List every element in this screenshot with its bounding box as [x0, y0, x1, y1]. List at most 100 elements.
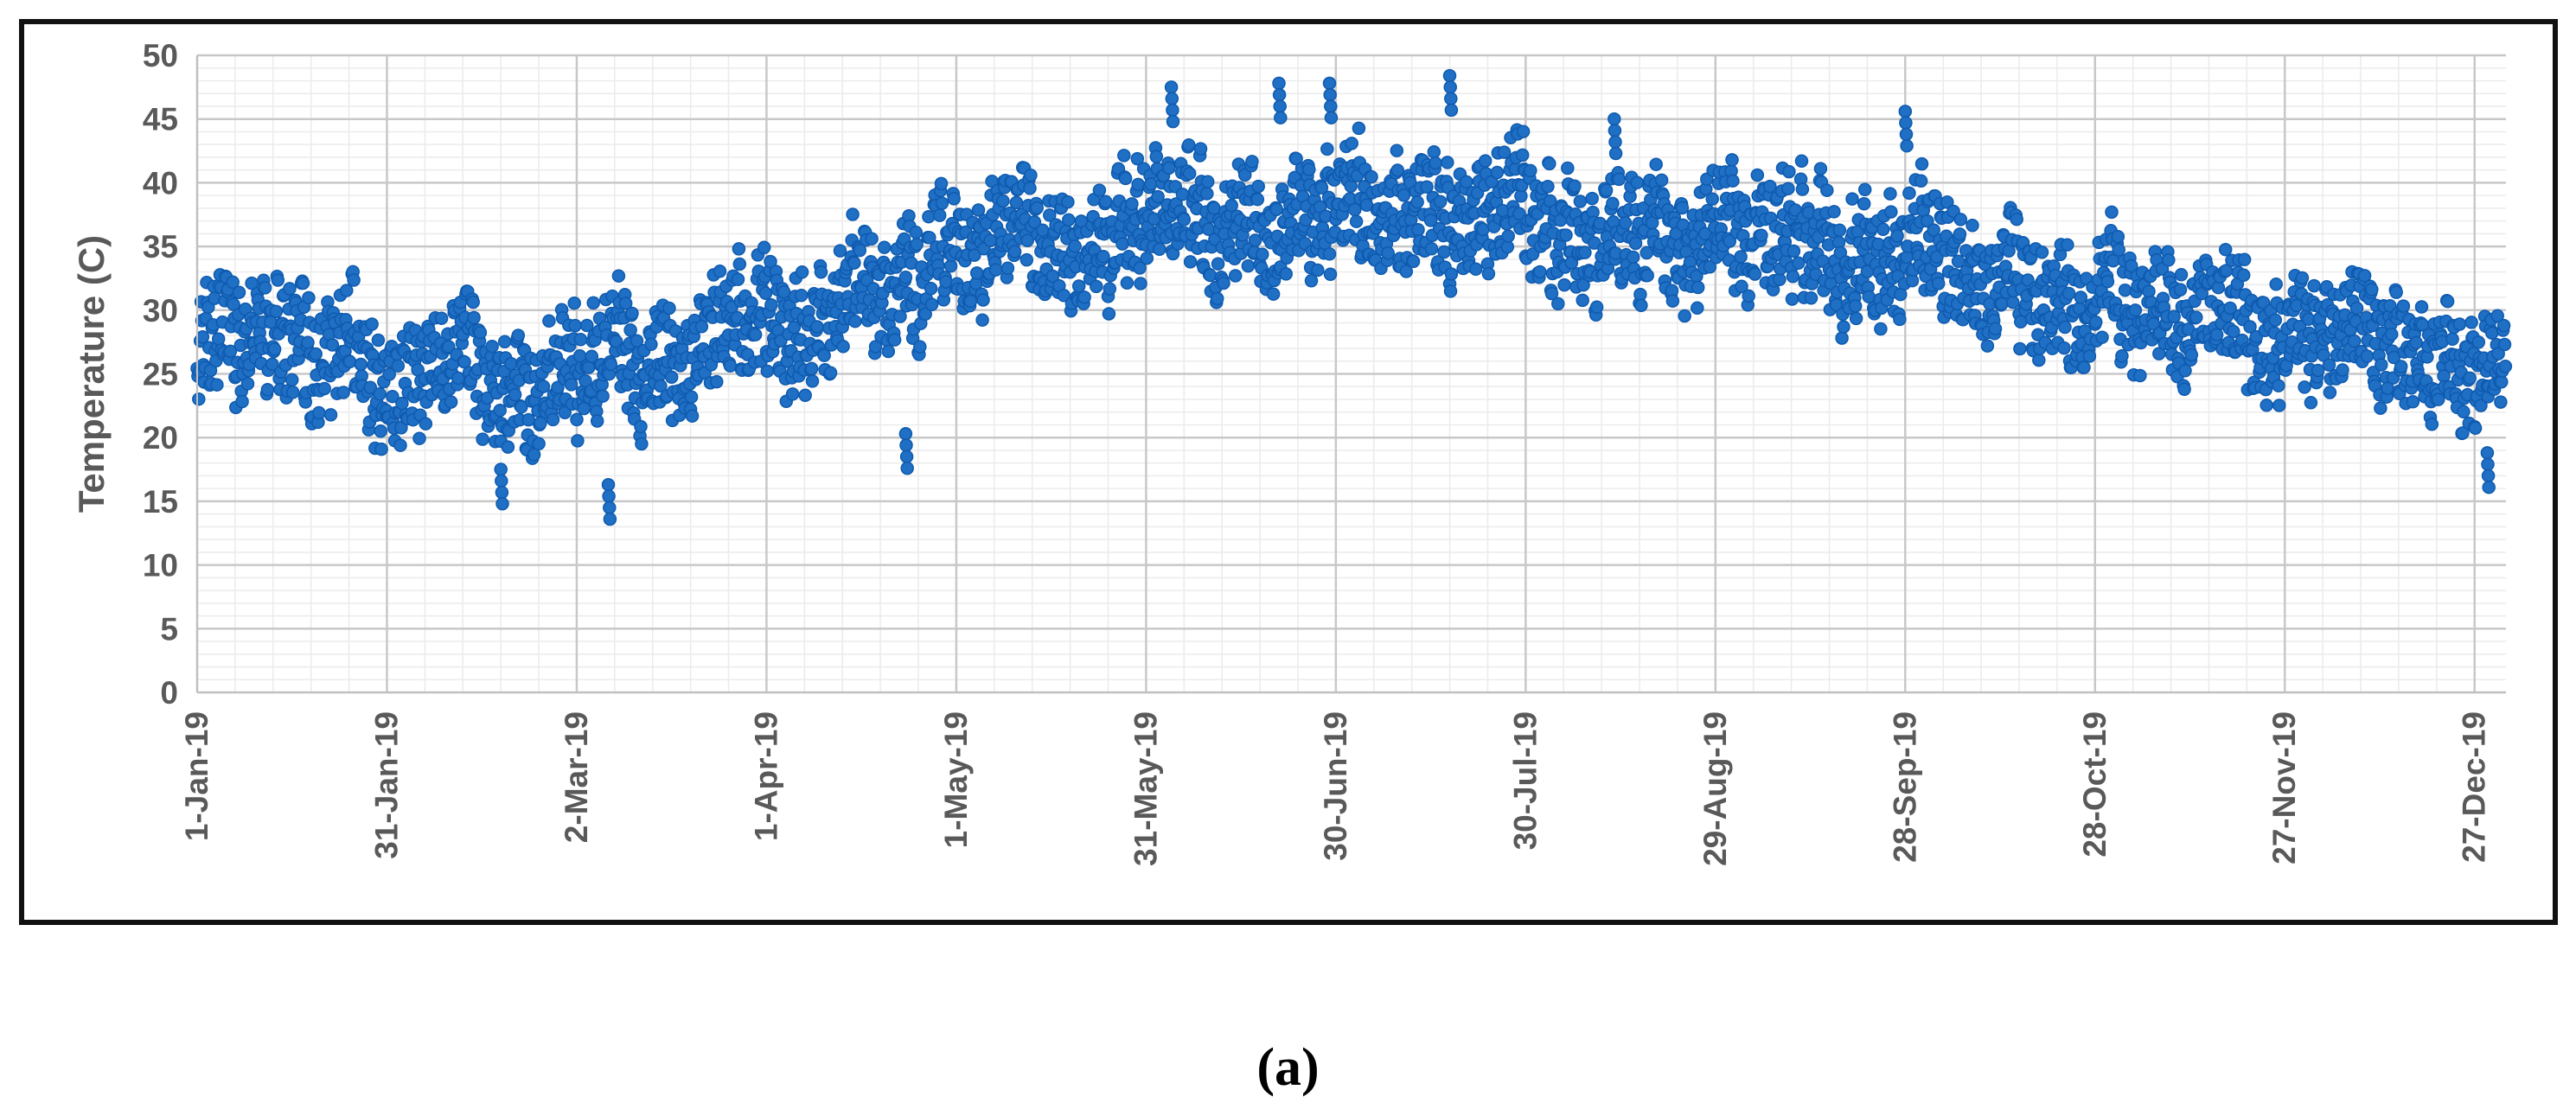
- data-point: [748, 328, 763, 341]
- data-point: [2440, 294, 2455, 309]
- data-point: [596, 389, 610, 403]
- data-point: [1237, 168, 1252, 182]
- data-point: [1612, 172, 1626, 187]
- data-point: [909, 226, 924, 239]
- data-point: [1525, 247, 1540, 261]
- data-point: [1460, 175, 1473, 189]
- data-point: [604, 357, 618, 372]
- data-point: [2272, 379, 2285, 392]
- data-point: [2218, 242, 2233, 257]
- y-tick-label: 50: [143, 38, 178, 73]
- data-point: [504, 356, 518, 371]
- data-point: [1035, 223, 1050, 237]
- data-point: [1349, 214, 1364, 228]
- data-point: [1748, 267, 1762, 281]
- data-point: [635, 437, 649, 451]
- data-point: [923, 231, 936, 245]
- data-point: [374, 424, 387, 438]
- data-point: [2481, 457, 2495, 471]
- data-point: [2425, 418, 2439, 431]
- data-point: [823, 366, 838, 379]
- data-point: [758, 286, 773, 301]
- data-point: [2155, 262, 2170, 276]
- data-point: [900, 461, 914, 475]
- data-point: [2349, 301, 2364, 316]
- data-point: [1792, 256, 1806, 271]
- data-point: [1794, 154, 1809, 169]
- data-point: [1795, 182, 1810, 196]
- data-point: [1228, 269, 1243, 283]
- data-point: [2173, 283, 2188, 297]
- data-point: [2237, 252, 2252, 267]
- data-point: [1007, 245, 1022, 258]
- data-point: [935, 196, 949, 210]
- data-point: [1125, 197, 1139, 211]
- data-point: [2496, 318, 2511, 333]
- data-point: [1914, 156, 1929, 171]
- data-point: [2077, 360, 2091, 374]
- data-point: [1162, 161, 1176, 175]
- data-point: [1211, 257, 1225, 271]
- data-point: [1568, 179, 1582, 193]
- data-point: [240, 377, 255, 391]
- data-point: [2133, 368, 2147, 383]
- data-point: [2223, 301, 2237, 316]
- data-point: [2100, 274, 2115, 289]
- data-point: [1940, 195, 1954, 209]
- data-point: [868, 340, 883, 354]
- data-point: [2106, 253, 2120, 268]
- data-point: [1585, 191, 1599, 206]
- data-point: [1742, 289, 1755, 303]
- data-point: [924, 297, 939, 312]
- data-point: [1723, 234, 1737, 248]
- data-point: [581, 360, 596, 374]
- data-point: [2010, 212, 2023, 226]
- data-point: [1900, 138, 1914, 153]
- data-point: [515, 400, 528, 414]
- x-tick-label: 30-Jun-19: [1318, 711, 1353, 861]
- x-tick-label: 28-Sep-19: [1887, 711, 1922, 863]
- data-point: [1988, 322, 2003, 336]
- data-point: [1043, 208, 1057, 222]
- data-point: [2178, 364, 2192, 378]
- data-point: [1411, 223, 1425, 237]
- data-point: [2209, 328, 2224, 341]
- data-point: [2014, 315, 2028, 329]
- data-point: [546, 412, 560, 427]
- data-point: [1883, 187, 1897, 201]
- data-point: [2142, 284, 2156, 298]
- data-point: [618, 297, 633, 310]
- data-point: [898, 427, 913, 441]
- data-point: [2118, 283, 2132, 297]
- data-point: [976, 293, 990, 307]
- data-point: [2304, 396, 2318, 410]
- data-point: [2394, 360, 2408, 373]
- x-tick-label: 27-Nov-19: [2266, 711, 2302, 864]
- data-point: [1390, 143, 1404, 157]
- data-point: [497, 335, 512, 349]
- data-point: [2227, 324, 2240, 339]
- data-point: [1390, 163, 1404, 177]
- data-point: [2111, 229, 2125, 244]
- data-point: [1365, 169, 1378, 184]
- data-point: [1589, 300, 1604, 315]
- data-point: [1703, 260, 1717, 274]
- data-point: [2360, 349, 2375, 363]
- data-point: [1304, 274, 1319, 288]
- x-tick-label: 29-Aug-19: [1697, 711, 1733, 866]
- data-point: [201, 300, 215, 315]
- data-point: [2387, 350, 2401, 365]
- data-point: [2474, 399, 2488, 412]
- data-point: [1512, 207, 1526, 221]
- data-point: [2498, 360, 2513, 373]
- data-point: [1117, 149, 1131, 163]
- data-point: [564, 378, 578, 392]
- data-point: [1608, 146, 1623, 161]
- data-point: [309, 347, 323, 361]
- data-point: [2347, 334, 2362, 348]
- data-point: [1640, 268, 1654, 283]
- data-point: [1443, 80, 1457, 94]
- x-tick-label: 27-Dec-19: [2457, 711, 2492, 863]
- data-point: [271, 273, 285, 287]
- data-point: [922, 209, 936, 224]
